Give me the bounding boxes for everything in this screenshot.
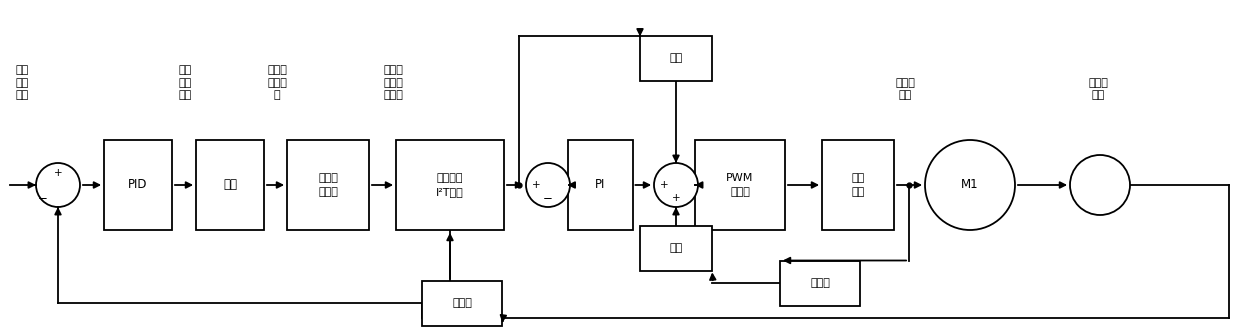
FancyBboxPatch shape <box>196 140 264 230</box>
Text: PID: PID <box>129 178 147 192</box>
Text: +: + <box>672 193 680 203</box>
Text: 电流传
感器: 电流传 感器 <box>895 77 914 100</box>
Text: 滤波器: 滤波器 <box>810 278 830 288</box>
Text: 分配: 分配 <box>223 178 237 192</box>
Circle shape <box>654 163 698 207</box>
FancyBboxPatch shape <box>287 140 369 230</box>
FancyBboxPatch shape <box>695 140 786 230</box>
Text: 电机
目标
速度: 电机 目标 速度 <box>15 65 28 100</box>
Text: −: − <box>543 192 553 205</box>
FancyBboxPatch shape <box>781 260 860 306</box>
FancyBboxPatch shape <box>396 140 504 230</box>
Text: 转矩系
数倒数: 转矩系 数倒数 <box>318 173 338 197</box>
Text: 电机
目标
转矩: 电机 目标 转矩 <box>178 65 192 100</box>
Text: 前馈: 前馈 <box>669 53 683 63</box>
Text: 滤波器: 滤波器 <box>452 298 472 308</box>
FancyBboxPatch shape <box>567 140 632 230</box>
Circle shape <box>527 163 570 207</box>
FancyBboxPatch shape <box>641 225 712 270</box>
Text: +: + <box>659 180 668 190</box>
Text: 主电机
目标转
矩电流: 主电机 目标转 矩电流 <box>383 65 403 100</box>
Circle shape <box>1070 155 1130 215</box>
Text: 补偿: 补偿 <box>669 243 683 253</box>
Text: PWM
发生器: PWM 发生器 <box>726 173 753 197</box>
Text: +: + <box>532 180 540 190</box>
Text: PI: PI <box>595 178 605 192</box>
Text: 斜坡给定
I²T控制: 斜坡给定 I²T控制 <box>436 173 463 197</box>
Circle shape <box>926 140 1015 230</box>
Text: +: + <box>53 168 62 178</box>
Text: 速度传
感器: 速度传 感器 <box>1088 77 1108 100</box>
Text: M1: M1 <box>961 178 979 192</box>
FancyBboxPatch shape <box>422 280 502 325</box>
Circle shape <box>36 163 81 207</box>
Text: −: − <box>37 192 47 205</box>
FancyBboxPatch shape <box>821 140 895 230</box>
FancyBboxPatch shape <box>104 140 172 230</box>
Text: 功率
变换: 功率 变换 <box>851 173 865 197</box>
FancyBboxPatch shape <box>641 35 712 80</box>
Text: 主电机
目标转
矩: 主电机 目标转 矩 <box>268 65 287 100</box>
